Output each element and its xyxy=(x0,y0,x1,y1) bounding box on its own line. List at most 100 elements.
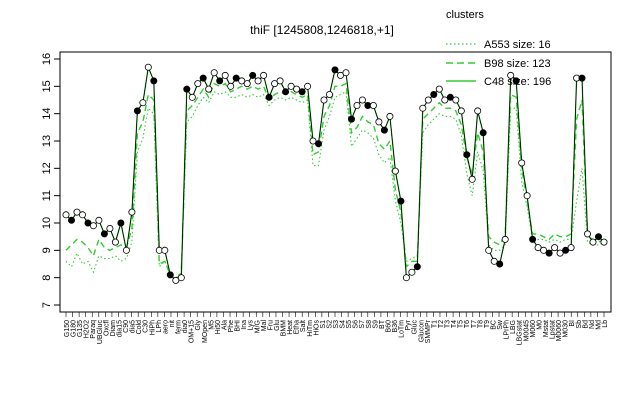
data-point xyxy=(210,69,218,77)
x-tick-label: Cold xyxy=(136,320,143,335)
data-point xyxy=(391,167,399,175)
x-tick-label: S7 xyxy=(359,320,366,329)
data-point xyxy=(485,246,493,254)
data-point xyxy=(534,244,542,252)
data-point xyxy=(73,208,81,216)
x-tick-label: S8 xyxy=(366,320,373,329)
data-point xyxy=(430,91,438,99)
x-tick-label: Lpstat xyxy=(550,320,557,339)
x-tick-label: T4 xyxy=(451,320,458,328)
x-tick-label: Sb xyxy=(576,320,583,329)
x-tick-label: Bd xyxy=(582,320,589,329)
y-tick-label: 15 xyxy=(41,80,53,92)
x-tick-label: B36 xyxy=(392,320,399,333)
x-tick-label: S4 xyxy=(340,320,347,329)
data-point xyxy=(128,208,136,216)
x-tick-label: Lb xyxy=(602,320,609,328)
data-point xyxy=(166,271,174,279)
data-point xyxy=(507,71,515,79)
x-tick-label: M0060 xyxy=(556,320,563,342)
x-tick-label: T9 xyxy=(484,320,491,328)
data-point xyxy=(144,63,152,71)
data-point xyxy=(183,85,191,93)
data-point xyxy=(232,74,240,82)
x-tick-label: Lys xyxy=(248,320,255,331)
x-tick-label: M0045 xyxy=(523,320,530,342)
series-line-dashed xyxy=(65,82,605,282)
x-tick-label: Ina xyxy=(241,320,248,330)
x-tick-label: S2 xyxy=(326,320,333,329)
legend-label-b98: B98 size: 123 xyxy=(484,58,551,70)
data-point xyxy=(309,137,317,145)
data-point xyxy=(397,197,405,205)
data-point xyxy=(584,230,592,238)
data-point xyxy=(347,115,355,123)
x-tick-label: G135 xyxy=(77,320,84,337)
data-point xyxy=(435,85,443,93)
y-tick-label: 11 xyxy=(41,190,53,201)
data-point xyxy=(325,91,333,99)
data-point xyxy=(523,192,531,200)
data-point xyxy=(265,93,273,101)
x-tick-label: BHI xyxy=(235,320,242,332)
data-point xyxy=(342,69,350,77)
x-tick-label: Oxcfl xyxy=(103,320,110,336)
data-point xyxy=(95,216,103,224)
data-point xyxy=(298,88,306,96)
data-point xyxy=(545,249,553,257)
x-tick-label: T6 xyxy=(464,320,471,328)
x-tick-label: BC xyxy=(490,320,497,330)
data-point xyxy=(68,216,76,224)
data-point xyxy=(84,219,92,227)
x-tick-label: Hi50 xyxy=(215,320,222,335)
x-tick-label: Pyr xyxy=(405,319,412,330)
x-tick-label: S5 xyxy=(346,320,353,329)
x-tick-label: Phe xyxy=(228,320,235,333)
data-point xyxy=(551,244,559,252)
data-point xyxy=(600,238,608,246)
x-tick-label: LPrPh xyxy=(504,320,511,340)
data-point xyxy=(589,238,597,246)
data-point xyxy=(89,222,97,230)
x-tick-label: HiTm xyxy=(307,320,314,337)
x-tick-label: BI xyxy=(569,320,576,327)
data-point xyxy=(386,112,394,120)
x-tick-label: BT xyxy=(379,319,386,329)
plot-frame xyxy=(59,51,612,313)
data-point xyxy=(556,249,564,257)
data-point xyxy=(380,126,388,134)
data-point xyxy=(287,82,295,90)
y-tick-label: 16 xyxy=(41,53,53,65)
x-tick-label: Fru xyxy=(267,320,274,331)
x-tick-label: BMM xyxy=(281,320,288,337)
y-tick-label: 9 xyxy=(41,247,53,253)
data-point xyxy=(474,107,482,115)
data-point xyxy=(452,96,460,104)
data-point xyxy=(402,274,410,282)
x-tick-label: Mal xyxy=(261,320,268,332)
data-point xyxy=(117,219,125,227)
y-tick-label: 13 xyxy=(41,135,53,147)
x-tick-label: G180 xyxy=(71,320,78,337)
x-tick-label: Etha xyxy=(294,320,301,335)
data-point xyxy=(172,276,180,284)
data-point xyxy=(336,71,344,79)
data-point xyxy=(249,71,257,79)
x-tick-label: Glucon xyxy=(418,320,425,342)
data-point xyxy=(595,233,603,241)
x-tick-label: T2 xyxy=(438,320,445,328)
data-point xyxy=(293,85,301,93)
x-tick-label: LBG xyxy=(510,320,517,334)
x-tick-label: MOpen xyxy=(202,320,209,343)
data-point xyxy=(419,104,427,112)
x-tick-label: Sw xyxy=(497,319,504,330)
x-tick-label: LoTm xyxy=(399,320,406,338)
data-point xyxy=(276,77,284,85)
y-tick-label: 8 xyxy=(41,275,53,281)
series-group xyxy=(62,63,608,284)
data-point xyxy=(282,88,290,96)
x-tick-label: S6 xyxy=(353,320,360,329)
data-point xyxy=(188,93,196,101)
data-point xyxy=(79,211,87,219)
